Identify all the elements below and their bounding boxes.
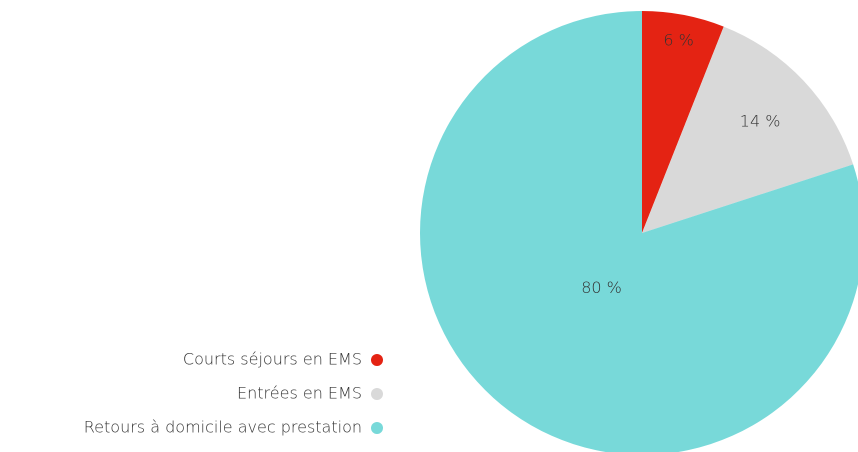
pie-slice (642, 11, 724, 233)
legend-label: Retours à domicile avec prestation (84, 418, 362, 437)
legend-swatch (371, 388, 383, 400)
legend-label: Courts séjours en EMS (183, 350, 362, 369)
legend-swatch (371, 422, 383, 434)
legend-swatch (371, 354, 383, 366)
slice-label: 80 % (581, 278, 622, 297)
pie-slice (420, 11, 858, 452)
legend-label: Entrées en EMS (237, 384, 362, 403)
pie-slice (642, 26, 854, 234)
slice-label: 14 % (740, 112, 781, 131)
slice-label: 6 % (663, 31, 693, 50)
